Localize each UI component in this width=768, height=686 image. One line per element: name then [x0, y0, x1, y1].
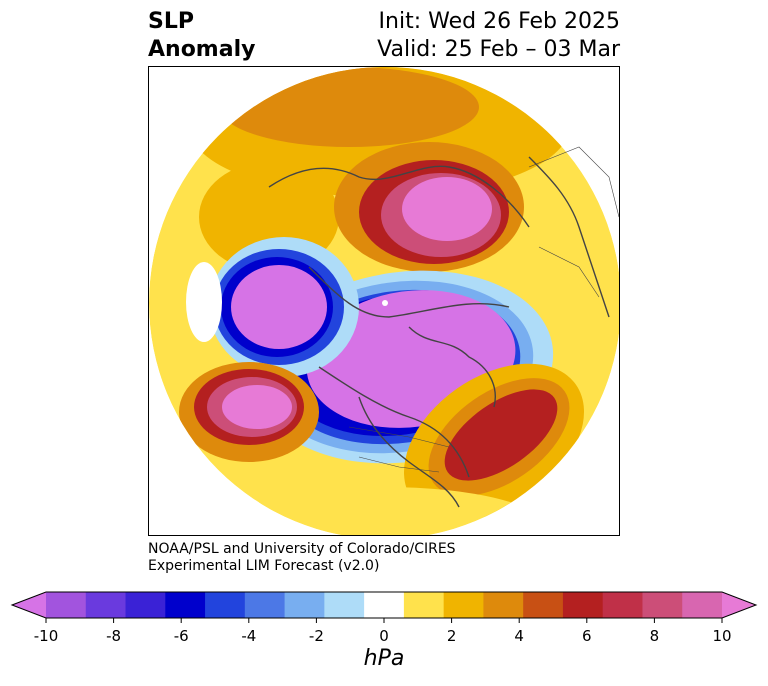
colorbar-segment: [284, 592, 325, 618]
north-pole-marker: [382, 300, 388, 306]
colorbar-segment: [364, 592, 405, 618]
map-title: SLP Anomaly: [148, 8, 255, 64]
credit-line-1: NOAA/PSL and University of Colorado/CIRE…: [148, 541, 456, 557]
colorbar-segment: [443, 592, 484, 618]
title-variable: SLP: [148, 9, 194, 34]
colorbar-extend-min: [12, 592, 46, 618]
colorbar-tick-label: -10: [33, 627, 59, 645]
colorbar-tick-label: 0: [379, 627, 389, 645]
polar-map-svg: [149, 67, 619, 535]
colorbar-segment: [562, 592, 604, 618]
credit-line-2: Experimental LIM Forecast (v2.0): [148, 558, 380, 574]
colorbar-tick-label: -2: [308, 627, 324, 645]
colorbar-tick-label: 4: [514, 627, 524, 645]
init-date: Init: Wed 26 Feb 2025: [378, 9, 620, 34]
colorbar-segment: [46, 592, 87, 618]
colorbar-segment: [165, 592, 206, 618]
colorbar-tick-label: 2: [446, 627, 457, 645]
colorbar-segment: [642, 592, 683, 618]
forecast-dates: Init: Wed 26 Feb 2025 Valid: 25 Feb – 03…: [377, 8, 620, 64]
colorbar-segment: [85, 592, 127, 618]
colorbar-tick-label: 8: [649, 627, 660, 645]
colorbar-segment: [244, 592, 286, 618]
slp-anomaly-map: [148, 66, 620, 536]
colorbar: [10, 591, 758, 623]
colorbar-tick-label: 10: [712, 627, 732, 645]
colorbar-extend-max: [722, 592, 756, 618]
valid-range: Valid: 25 Feb – 03 Mar: [377, 37, 620, 62]
colorbar-segment: [205, 592, 246, 618]
colorbar-segment: [682, 592, 723, 618]
anomaly-field: [149, 67, 619, 535]
title-type: Anomaly: [148, 37, 256, 62]
colorbar-tick-label: -8: [106, 627, 122, 645]
colorbar-segment: [403, 592, 445, 618]
colorbar-segment: [602, 592, 643, 618]
colorbar-tick-label: 6: [582, 627, 592, 645]
colorbar-segment: [324, 592, 365, 618]
borders: [348, 146, 619, 473]
colorbar-segment: [125, 592, 166, 618]
colorbar-tick-label: -6: [173, 627, 189, 645]
colorbar-segment: [483, 592, 524, 618]
colorbar-unit: hPa: [363, 646, 405, 671]
map-credit: NOAA/PSL and University of Colorado/CIRE…: [148, 541, 456, 575]
colorbar-segment: [523, 592, 564, 618]
coastlines: [268, 156, 610, 508]
colorbar-tick-label: -4: [241, 627, 257, 645]
